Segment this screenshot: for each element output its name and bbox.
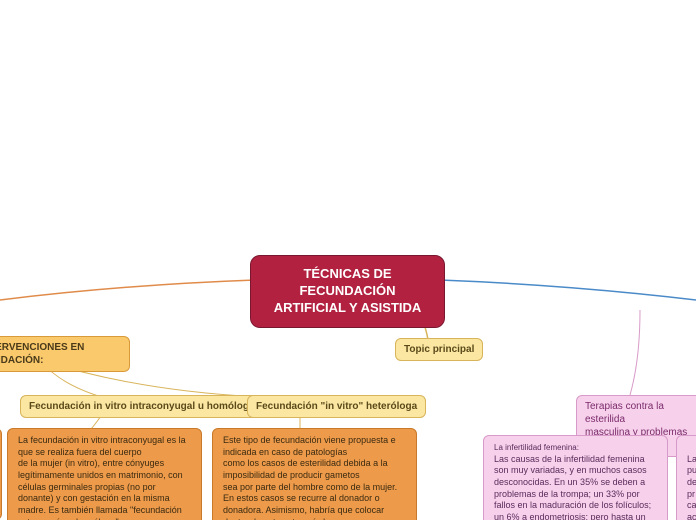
sub-heterologa[interactable]: Fecundación "in vitro" heteróloga xyxy=(247,395,426,418)
pink-block-label: La infertilidad femenina: xyxy=(494,443,579,452)
block-homologa[interactable]: La fecundación in vitro intraconyugal es… xyxy=(7,428,202,520)
block-leftcut xyxy=(0,428,2,520)
pink-block-main[interactable]: La infertilidad femenina: Las causas de … xyxy=(483,435,668,520)
intervenciones-header[interactable]: INTERVENCIONES EN CUNDACIÓN: xyxy=(0,336,130,372)
sub-homologa[interactable]: Fecundación in vitro intraconyugal u hom… xyxy=(20,395,264,418)
central-line2: ARTIFICIAL Y ASISTIDA xyxy=(274,300,422,315)
block-heterologa[interactable]: Este tipo de fecundación viene propuesta… xyxy=(212,428,417,520)
topic-principal[interactable]: Topic principal xyxy=(395,338,483,361)
central-line1: TÉCNICAS DE FECUNDACIÓN xyxy=(299,266,395,298)
pink-block-rightcut[interactable]: La pu de pr ca ac an on xyxy=(676,435,696,520)
central-topic[interactable]: TÉCNICAS DE FECUNDACIÓN ARTIFICIAL Y ASI… xyxy=(250,255,445,328)
